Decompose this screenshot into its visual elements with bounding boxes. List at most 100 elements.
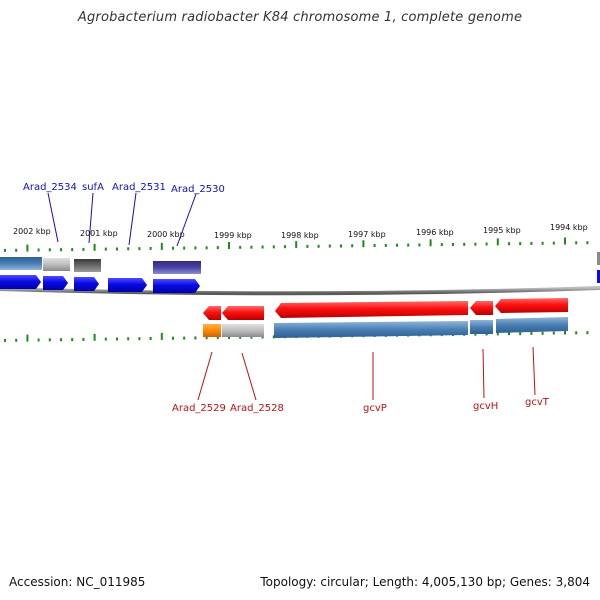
feature-block[interactable]	[0, 257, 42, 270]
minor-tick	[385, 244, 387, 247]
minor-tick	[575, 241, 577, 244]
major-tick	[26, 245, 28, 252]
minor-tick	[351, 244, 353, 247]
minor-tick	[15, 249, 17, 252]
minor-tick	[586, 241, 588, 244]
leader-line	[129, 193, 136, 245]
accession-text: Accession: NC_011985	[9, 575, 145, 589]
minor-tick	[138, 247, 140, 250]
minor-tick	[60, 248, 62, 251]
gene-label-gcvh[interactable]: gcvH	[473, 401, 498, 412]
kbp-tick-label: 1994 kbp	[550, 223, 588, 232]
major-tick	[430, 239, 432, 246]
minor-tick	[262, 246, 264, 249]
minor-tick	[306, 245, 308, 248]
minor-tick	[239, 246, 241, 249]
gene-arrow-reverse[interactable]	[495, 298, 568, 313]
gene-arrow-forward[interactable]	[43, 276, 68, 290]
minor-tick	[463, 243, 465, 246]
minor-tick	[172, 247, 174, 250]
gene-arrow-forward[interactable]	[153, 279, 200, 293]
major-tick	[295, 241, 297, 248]
gene-arrow-reverse[interactable]	[275, 301, 468, 318]
minor-tick	[183, 247, 185, 250]
kbp-tick-label: 1995 kbp	[483, 226, 521, 235]
gene-label-arad-2528[interactable]: Arad_2528	[230, 403, 284, 414]
minor-tick	[150, 337, 152, 340]
minor-tick	[284, 245, 286, 248]
minor-tick	[138, 337, 140, 340]
minor-tick	[105, 338, 107, 341]
gene-label-arad-2529[interactable]: Arad_2529	[172, 403, 226, 414]
gene-label-arad-2531[interactable]: Arad_2531	[112, 182, 166, 193]
kbp-tick-label: 2000 kbp	[147, 230, 185, 239]
major-tick	[497, 238, 499, 245]
gene-arrow-forward[interactable]	[74, 277, 99, 291]
minor-tick	[486, 243, 488, 246]
minor-tick	[519, 332, 521, 335]
gene-label-gcvt[interactable]: gcvT	[525, 397, 550, 408]
gene-arrow-forward[interactable]	[0, 275, 41, 289]
feature-block[interactable]	[203, 324, 221, 337]
gene-label-gcvp[interactable]: gcvP	[363, 403, 387, 414]
minor-tick	[273, 245, 275, 248]
minor-tick	[194, 246, 196, 249]
minor-tick	[217, 246, 219, 249]
feature-block[interactable]	[496, 317, 568, 333]
feature-block[interactable]	[43, 258, 70, 271]
gene-label-sufa[interactable]: sufA	[82, 182, 104, 193]
minor-tick	[116, 338, 118, 341]
minor-tick	[116, 248, 118, 251]
minor-tick	[441, 243, 443, 246]
major-tick	[94, 334, 96, 341]
minor-tick	[127, 247, 129, 250]
minor-tick	[586, 331, 588, 334]
minor-tick	[150, 247, 152, 250]
minor-tick	[452, 243, 454, 246]
feature-block[interactable]	[222, 324, 264, 337]
minor-tick	[418, 243, 420, 246]
major-tick	[94, 244, 96, 251]
minor-tick	[250, 246, 252, 249]
minor-tick	[407, 244, 409, 247]
minor-tick	[542, 332, 544, 335]
gene-label-arad-2530[interactable]: Arad_2530	[171, 184, 225, 195]
minor-tick	[519, 242, 521, 245]
minor-tick	[127, 337, 129, 340]
gene-arrow-reverse[interactable]	[203, 306, 221, 320]
minor-tick	[38, 249, 40, 252]
minor-tick	[60, 338, 62, 341]
gene-arrow-reverse[interactable]	[470, 301, 493, 315]
minor-tick	[553, 242, 555, 245]
minor-tick	[206, 246, 208, 249]
feature-block[interactable]	[74, 259, 101, 272]
feature-block[interactable]	[153, 261, 201, 274]
minor-tick	[508, 242, 510, 245]
minor-tick	[183, 337, 185, 340]
minor-tick	[575, 331, 577, 334]
gene-arrow-forward[interactable]	[108, 278, 147, 292]
major-tick	[26, 335, 28, 342]
minor-tick	[318, 245, 320, 248]
minor-tick	[194, 336, 196, 339]
leader-line	[177, 194, 196, 246]
minor-tick	[474, 243, 476, 246]
feature-block[interactable]	[470, 320, 493, 334]
minor-tick	[105, 248, 107, 251]
kbp-tick-label: 1998 kbp	[281, 231, 319, 240]
minor-tick	[329, 245, 331, 248]
minor-tick	[49, 338, 51, 341]
feature-block[interactable]	[274, 321, 468, 338]
major-tick	[362, 240, 364, 247]
gene-label-arad-2534[interactable]: Arad_2534	[23, 182, 77, 193]
minor-tick	[4, 249, 6, 252]
minor-tick	[396, 244, 398, 247]
kbp-tick-label: 2001 kbp	[80, 229, 118, 238]
kbp-tick-label: 1997 kbp	[348, 230, 386, 239]
major-tick	[564, 238, 566, 245]
kbp-tick-label: 1996 kbp	[416, 228, 454, 237]
reverse-feature-track	[203, 317, 568, 338]
minor-tick	[542, 242, 544, 245]
genome-map: 2002 kbp 2001 kbp 2000 kbp 1999 kbp 1998…	[0, 0, 600, 600]
gene-arrow-reverse[interactable]	[222, 306, 264, 320]
